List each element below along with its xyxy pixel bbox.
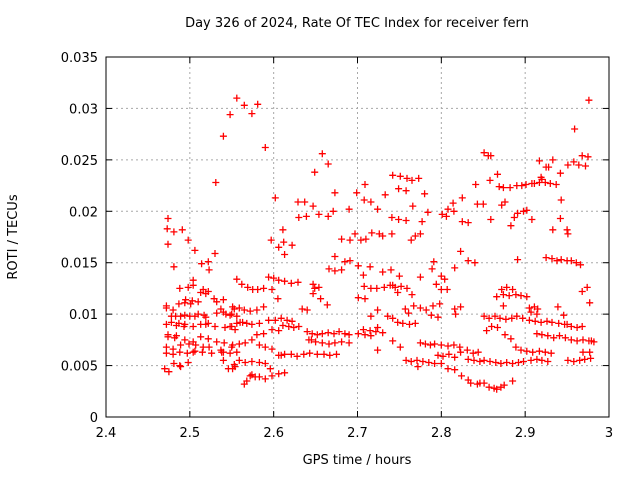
chart-title: Day 326 of 2024, Rate Of TEC Index for r… bbox=[185, 16, 529, 31]
y-tick-label: 0.01 bbox=[69, 308, 98, 323]
y-tick-label: 0.035 bbox=[61, 51, 98, 66]
y-tick-label: 0.005 bbox=[61, 360, 98, 375]
y-tick-label: 0.02 bbox=[69, 205, 98, 220]
data-points bbox=[161, 94, 598, 393]
y-tick-label: 0.015 bbox=[61, 257, 98, 272]
x-axis-label: GPS time / hours bbox=[303, 453, 412, 468]
y-tick-label: 0.025 bbox=[61, 154, 98, 169]
x-tick-label: 2.8 bbox=[431, 426, 452, 441]
y-tick-label: 0 bbox=[90, 411, 98, 426]
x-tick-label: 2.4 bbox=[96, 426, 117, 441]
y-tick-label: 0.03 bbox=[69, 102, 98, 117]
x-tick-label: 3 bbox=[605, 426, 613, 441]
tick-labels: 2.4 2.5 2.6 2.7 2.8 2.9 3 0 0.005 0.01 0.015 0.02 0.… bbox=[61, 51, 613, 441]
x-tick-label: 2.7 bbox=[347, 426, 368, 441]
scatter-plus-markers bbox=[161, 94, 598, 393]
gridlines bbox=[105, 56, 610, 418]
x-tick-label: 2.6 bbox=[263, 426, 284, 441]
x-tick-label: 2.5 bbox=[179, 426, 200, 441]
y-axis-label: ROTI / TECUs bbox=[6, 194, 21, 279]
axis-ticks bbox=[105, 56, 610, 418]
x-tick-label: 2.9 bbox=[515, 426, 536, 441]
